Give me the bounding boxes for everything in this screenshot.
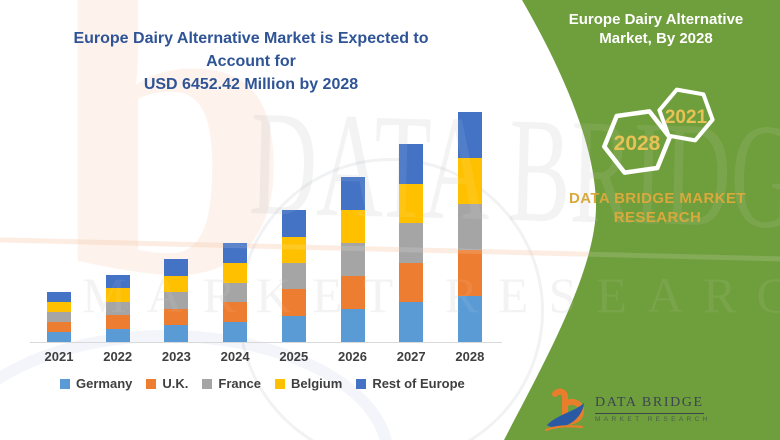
bar-2022-segment-France [105, 301, 130, 316]
x-label-2025: 2025 [279, 349, 309, 364]
data-bridge-logo-icon [544, 388, 585, 432]
watermark-overlay-row2: MARKET RESEARCH [82, 267, 780, 323]
bar-2026-segment-France [340, 243, 365, 276]
bar-2021-segment-Rest of Europe [47, 292, 71, 303]
hexagon-year-2021: 2021 [665, 107, 708, 128]
bar-2024-segment-Belgium [223, 262, 248, 283]
bar-2025 [281, 210, 306, 342]
bar-2027-segment-Rest of Europe [399, 143, 424, 184]
bar-2023-segment-Rest of Europe [164, 258, 189, 276]
bar-2026-segment-U.K. [340, 276, 365, 309]
side-panel-heading: Europe Dairy Alternative Market, By 2028 [540, 10, 772, 48]
chart-title-line1: Europe Dairy Alternative Market is Expec… [73, 30, 429, 70]
bar-2021-segment-Germany [47, 332, 71, 342]
bar-2028-segment-Belgium [457, 158, 482, 204]
bar-2024-segment-France [223, 282, 248, 303]
bar-2028-segment-Germany [457, 296, 482, 342]
hexagon-years-graphic: 2028 2021 [602, 87, 715, 175]
legend-label-Rest of Europe: Rest of Europe [372, 376, 465, 391]
bar-2026-segment-Rest of Europe [340, 177, 365, 210]
legend-swatch-U.K. [146, 378, 157, 389]
x-label-2022: 2022 [103, 349, 133, 364]
hexagon-2028-icon [602, 109, 672, 175]
brand-text-line1: DATA BRIDGE MARKET [569, 190, 746, 207]
legend-label-U.K.: U.K. [162, 376, 189, 391]
bar-2021-segment-U.K. [47, 322, 71, 333]
logo-subtitle: MARKET RESEARCH [595, 416, 711, 423]
x-label-2024: 2024 [220, 349, 250, 364]
bar-2024-segment-Germany [223, 322, 248, 342]
bar-2021-segment-France [47, 312, 71, 323]
bar-2022-segment-U.K. [105, 315, 130, 329]
bar-2027-segment-France [399, 223, 424, 263]
bar-2023-segment-Germany [164, 325, 189, 342]
legend-item-Germany: Germany [60, 376, 132, 391]
bar-2026 [340, 177, 365, 342]
hexagon-2021-icon [657, 87, 715, 143]
bar-2022-segment-Belgium [105, 288, 130, 302]
hexagon-year-2028: 2028 [614, 132, 661, 155]
chart-title-line2: USD 6452.42 Million by 2028 [143, 76, 359, 93]
legend-item-Rest of Europe: Rest of Europe [356, 376, 465, 391]
bar-2024-segment-U.K. [223, 302, 248, 323]
x-axis-line [30, 342, 502, 343]
bar-2028 [457, 112, 482, 342]
side-panel-heading-line1: Europe Dairy Alternative [568, 11, 744, 28]
side-panel-heading-line2: Market, By 2028 [599, 30, 713, 47]
bar-2026-segment-Germany [340, 309, 365, 342]
bar-2023 [164, 258, 189, 342]
bar-2023-segment-France [164, 292, 189, 309]
x-label-2028: 2028 [455, 349, 485, 364]
bar-2027-segment-Germany [399, 302, 424, 342]
legend-label-Germany: Germany [76, 376, 133, 391]
legend-item-Belgium: Belgium [275, 376, 342, 391]
bar-2028-segment-France [457, 204, 482, 250]
bar-2025-segment-Germany [281, 315, 306, 342]
bar-2027-segment-U.K. [399, 262, 424, 303]
bar-2028-segment-U.K. [457, 250, 482, 296]
x-label-2026: 2026 [338, 349, 367, 364]
x-label-2027: 2027 [396, 349, 426, 364]
legend-swatch-Rest of Europe [356, 378, 367, 389]
data-bridge-logo-text: DATA BRIDGE MARKET RESEARCH [595, 387, 711, 423]
bar-2028-segment-Rest of Europe [457, 112, 482, 158]
legend: Germany U.K. France Belgium Rest of Europe [60, 376, 465, 391]
bar-2024 [223, 242, 248, 342]
legend-swatch-Germany [60, 378, 70, 389]
x-label-2023: 2023 [161, 349, 191, 364]
bar-2022-segment-Rest of Europe [105, 275, 130, 289]
side-panel-brand-text: DATA BRIDGE MARKET RESEARCH [555, 189, 760, 227]
legend-label-France: France [218, 376, 262, 391]
legend-item-France: France [202, 376, 261, 391]
legend-swatch-Belgium [275, 378, 286, 389]
bar-2026-segment-Belgium [340, 210, 365, 243]
x-label-2021: 2021 [44, 349, 74, 364]
bar-2022-segment-Germany [105, 328, 130, 342]
bar-2027 [399, 143, 424, 342]
bar-2025-segment-Rest of Europe [281, 210, 306, 237]
bar-2021 [47, 292, 71, 342]
bar-2027-segment-Belgium [399, 183, 424, 224]
bar-2023-segment-U.K. [164, 308, 189, 326]
legend-label-Belgium: Belgium [291, 376, 343, 391]
brand-text-line2: RESEARCH [613, 209, 702, 226]
bar-2025-segment-U.K. [281, 289, 306, 316]
bar-2024-segment-Rest of Europe [223, 242, 248, 263]
legend-swatch-France [202, 378, 213, 389]
bar-2023-segment-Belgium [164, 275, 189, 293]
legend-item-U.K.: U.K. [146, 376, 188, 391]
bar-2022 [105, 275, 130, 342]
bar-2021-segment-Belgium [47, 302, 71, 313]
bar-2025-segment-Belgium [281, 236, 306, 263]
bar-2025-segment-France [281, 262, 306, 290]
data-bridge-logo: DATA BRIDGE MARKET RESEARCH [544, 387, 711, 433]
chart-title: Europe Dairy Alternative Market is Expec… [41, 27, 461, 96]
logo-wordmark: DATA BRIDGE [595, 395, 704, 414]
